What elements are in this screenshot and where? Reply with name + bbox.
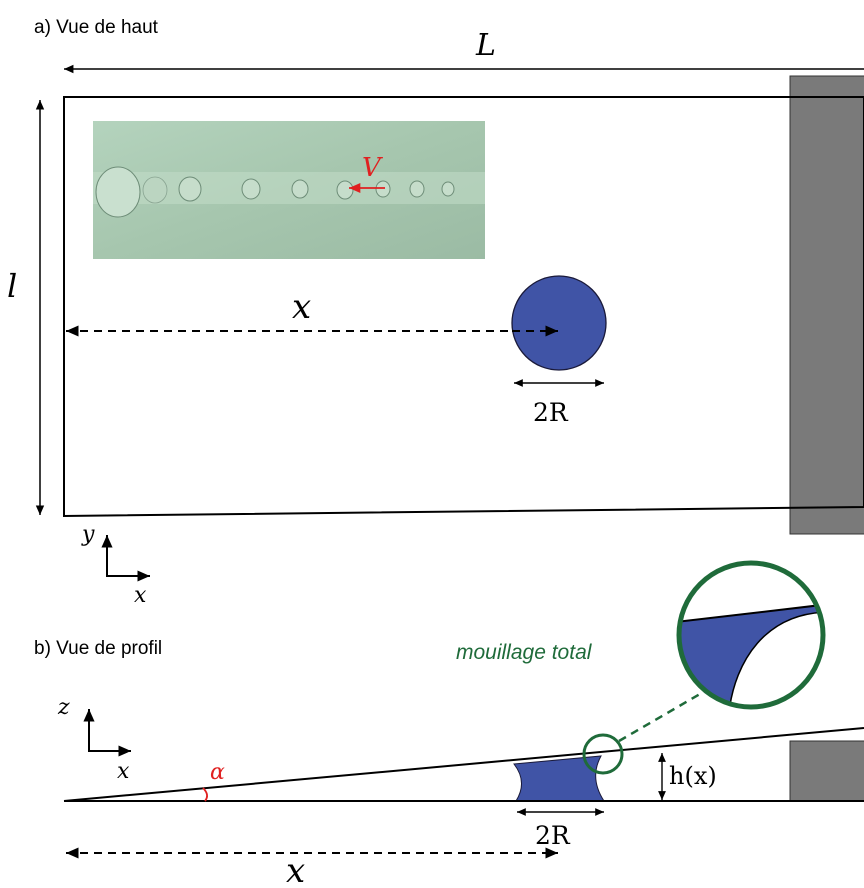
top-cell-outline <box>63 96 864 518</box>
side-wedge-block <box>789 740 864 802</box>
top-x-label: x <box>292 287 311 327</box>
side-axis-z-label: z <box>57 695 70 720</box>
length-label: L <box>475 28 496 63</box>
velocity-label: V <box>362 153 383 183</box>
top-view-title: a) Vue de haut <box>34 17 159 38</box>
side-axis-x-label: x <box>117 759 130 784</box>
side-view-title: b) Vue de profil <box>34 638 162 659</box>
zoom-connector <box>618 692 701 743</box>
angle-label: α <box>210 760 225 785</box>
drop-top-view <box>511 275 607 371</box>
side-x-label: x <box>286 851 305 888</box>
wedge-top-plate <box>63 727 864 802</box>
top-axis-x-label: x <box>134 583 147 608</box>
height-label: h(x) <box>669 762 717 790</box>
experiment-photo <box>93 121 485 259</box>
top-axis-y-label: y <box>81 522 95 547</box>
top-wedge-block <box>789 75 864 535</box>
zoom-ring <box>676 560 826 710</box>
top-diameter-label: 2R <box>533 398 569 427</box>
zoom-label: mouillage total <box>456 641 593 664</box>
width-label: l <box>7 267 17 305</box>
side-diameter-label: 2R <box>535 821 571 850</box>
zoom-detail <box>679 563 823 707</box>
drop-side-view <box>513 755 605 802</box>
angle-arc <box>202 787 208 802</box>
zoom-target-circle <box>582 733 624 775</box>
